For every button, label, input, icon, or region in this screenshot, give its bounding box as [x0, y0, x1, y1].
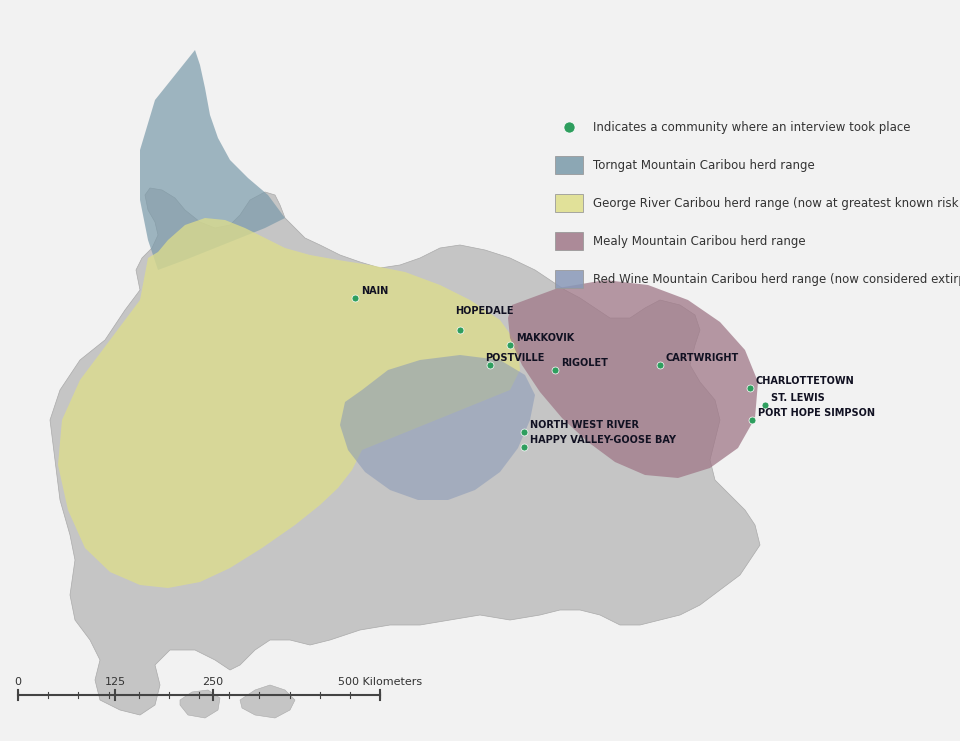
Text: Indicates a community where an interview took place: Indicates a community where an interview… [593, 121, 910, 133]
Polygon shape [340, 355, 535, 500]
Text: Red Wine Mountain Caribou herd range (now considered extirpated): Red Wine Mountain Caribou herd range (no… [593, 273, 960, 285]
Text: CARTWRIGHT: CARTWRIGHT [666, 353, 739, 363]
Text: PORT HOPE SIMPSON: PORT HOPE SIMPSON [758, 408, 875, 418]
Polygon shape [508, 280, 758, 478]
Text: 500 Kilometers: 500 Kilometers [338, 677, 422, 687]
Polygon shape [50, 188, 760, 715]
Text: HAPPY VALLEY-GOOSE BAY: HAPPY VALLEY-GOOSE BAY [530, 435, 676, 445]
Text: Torngat Mountain Caribou herd range: Torngat Mountain Caribou herd range [593, 159, 815, 171]
FancyBboxPatch shape [555, 232, 583, 250]
Polygon shape [240, 685, 295, 718]
Text: George River Caribou herd range (now at greatest known risk of extirpation): George River Caribou herd range (now at … [593, 196, 960, 210]
Polygon shape [180, 690, 220, 718]
Text: HOPEDALE: HOPEDALE [455, 306, 514, 316]
FancyBboxPatch shape [555, 270, 583, 288]
Text: 0: 0 [14, 677, 21, 687]
Text: CHARLOTTETOWN: CHARLOTTETOWN [756, 376, 854, 386]
Text: MAKKOVIK: MAKKOVIK [516, 333, 574, 343]
Text: 250: 250 [203, 677, 224, 687]
Text: NORTH WEST RIVER: NORTH WEST RIVER [530, 420, 639, 430]
Text: NAIN: NAIN [361, 286, 388, 296]
FancyBboxPatch shape [555, 194, 583, 212]
Text: 125: 125 [105, 677, 126, 687]
Text: RIGOLET: RIGOLET [561, 358, 608, 368]
Polygon shape [140, 50, 285, 270]
FancyBboxPatch shape [555, 156, 583, 174]
Text: Mealy Mountain Caribou herd range: Mealy Mountain Caribou herd range [593, 234, 805, 247]
Text: POSTVILLE: POSTVILLE [485, 353, 544, 363]
Text: ST. LEWIS: ST. LEWIS [771, 393, 825, 403]
Polygon shape [58, 218, 520, 588]
